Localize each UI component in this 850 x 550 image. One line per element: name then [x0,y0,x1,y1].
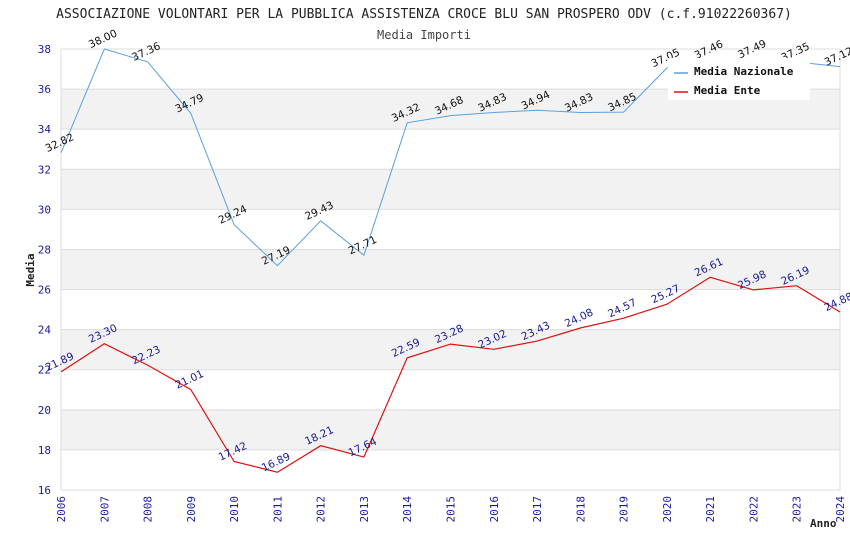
x-tick-label: 2017 [531,496,544,523]
x-tick-label: 2008 [142,496,155,523]
y-tick-label: 30 [38,203,51,216]
x-tick-label: 2014 [401,496,414,523]
data-label-ente: 24.08 [563,307,595,331]
y-tick-label: 38 [38,43,51,56]
data-label-ente: 21.89 [44,350,76,374]
data-label-nazionale: 38.00 [87,27,119,51]
data-label-ente: 16.89 [260,451,292,475]
x-tick-label: 2019 [618,496,631,523]
y-axis-ticks: 16 18 20 22 24 26 28 30 32 34 36 38 [38,43,52,497]
x-tick-label: 2011 [271,496,284,523]
legend-label-nazionale: Media Nazionale [694,65,794,78]
x-tick-label: 2006 [55,496,68,523]
gridlines [60,48,841,491]
x-tick-label: 2010 [228,496,241,523]
x-tick-label: 2020 [661,496,674,523]
series-line-ente [60,276,841,473]
grid-band [61,249,840,290]
data-label-nazionale: 37.36 [130,40,163,64]
y-tick-label: 36 [38,83,51,96]
legend-background [668,58,810,100]
x-tick-label: 2016 [488,496,501,523]
chart-subtitle: Media Importi [377,28,471,42]
x-tick-label: 2018 [574,496,587,523]
y-tick-label: 32 [38,163,51,176]
x-tick-label: 2022 [747,496,760,523]
x-tick-label: 2007 [98,496,111,523]
x-tick-label: 2023 [791,496,804,523]
x-axis-label: Anno [810,517,837,530]
y-tick-label: 16 [38,484,51,497]
y-tick-label: 26 [38,284,51,297]
x-tick-label: 2024 [834,496,847,523]
x-axis-ticks: 2006 2007 2008 2009 2010 2011 2012 2013 2014 2015… [55,496,847,523]
grid-bands [61,89,840,450]
legend-label-ente: Media Ente [694,84,761,97]
x-tick-label: 2013 [358,496,371,523]
y-tick-label: 34 [38,123,52,136]
x-tick-label: 2021 [704,496,717,523]
y-tick-label: 20 [38,404,51,417]
x-tick-label: 2012 [315,496,328,523]
grid-band [61,409,840,450]
data-label-ente: 24.88 [823,290,850,314]
y-axis-label: Media [24,253,37,286]
y-tick-label: 22 [38,364,51,377]
y-tick-label: 28 [38,243,51,256]
data-label-ente: 21.01 [173,368,205,392]
data-label-nazionale: 37.49 [736,38,768,62]
x-tick-label: 2009 [185,496,198,523]
chart-title: ASSOCIAZIONE VOLONTARI PER LA PUBBLICA A… [56,7,792,22]
x-tick-label: 2015 [445,496,458,523]
y-tick-label: 24 [38,324,52,337]
grid-band [61,169,840,210]
legend: Media Nazionale Media Ente [668,58,810,100]
y-tick-label: 18 [38,444,51,457]
data-label-ente: 24.57 [606,297,638,321]
grid-band [61,329,840,370]
